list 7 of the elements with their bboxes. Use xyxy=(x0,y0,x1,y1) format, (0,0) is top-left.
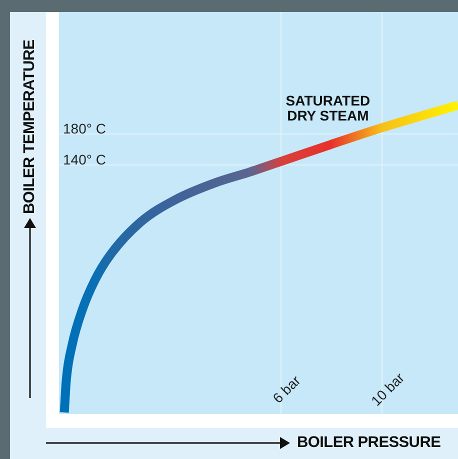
x-axis-title: BOILER PRESSURE xyxy=(297,434,441,452)
y-tick-label: 180° C xyxy=(63,120,106,137)
x-tick-label: 6 bar xyxy=(269,372,304,406)
y-axis-title: BOILER TEMPERATURE xyxy=(21,40,39,214)
y-tick-label: 140° C xyxy=(63,152,106,168)
x-tick-label: 10 bar xyxy=(368,369,408,409)
annotation: SATURATED DRY STEAM xyxy=(286,92,370,124)
